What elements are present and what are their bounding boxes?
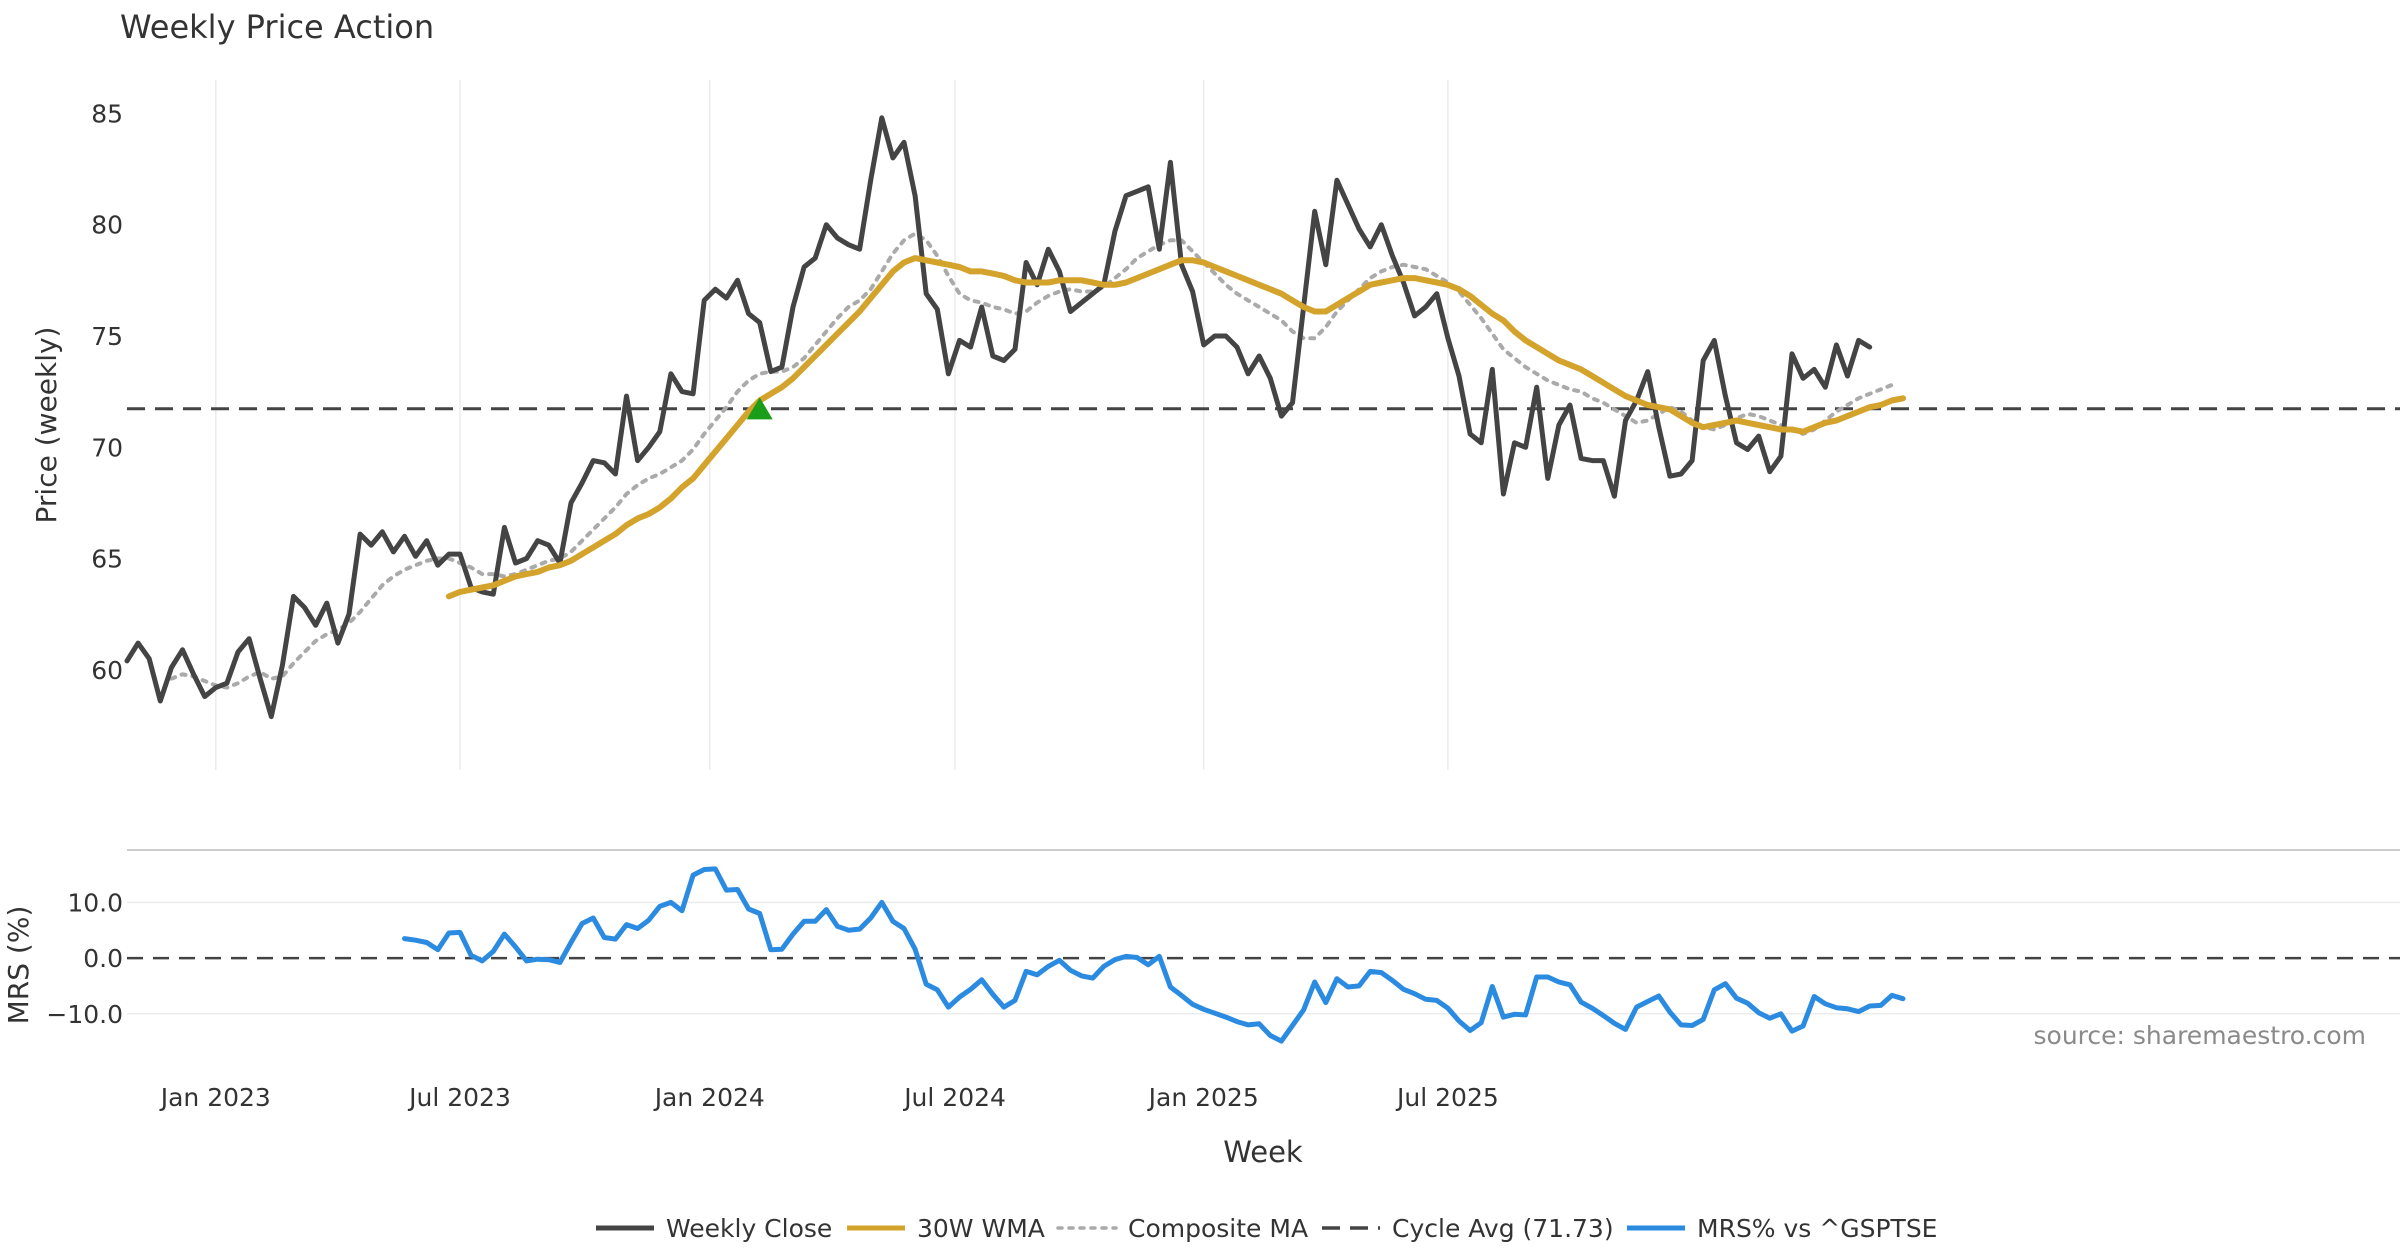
x-tick-4: Jan 2025 xyxy=(1147,1083,1259,1112)
price-series xyxy=(124,115,1906,720)
series-mrs-line xyxy=(402,866,1906,1044)
source-note: source: sharemaestro.com xyxy=(2034,1021,2367,1050)
legend-item-0: Weekly Close xyxy=(596,1214,832,1243)
mrs-y-ticks: 10.0 0.0 −10.0 xyxy=(46,888,123,1028)
legend-label-1: 30W WMA xyxy=(917,1214,1045,1243)
x-tick-1: Jul 2023 xyxy=(407,1083,511,1112)
price-y-tick-85: 85 xyxy=(91,99,123,128)
series-weekly-close-line xyxy=(124,115,1873,720)
price-y-tick-70: 70 xyxy=(91,433,123,462)
legend-label-0: Weekly Close xyxy=(666,1214,832,1243)
price-y-axis-label: Price (weekly) xyxy=(30,327,63,524)
signal-marker xyxy=(746,397,773,420)
mrs-y-tick-2: −10.0 xyxy=(46,1000,123,1029)
price-y-tick-75: 75 xyxy=(91,322,123,351)
mrs-series xyxy=(402,866,1906,1044)
x-axis-ticks: Jan 2023 Jul 2023 Jan 2024 Jul 2024 Jan 2025… xyxy=(159,1083,1499,1112)
legend-label-4: MRS% vs ^GSPTSE xyxy=(1697,1214,1937,1243)
x-tick-0: Jan 2023 xyxy=(159,1083,271,1112)
legend-item-1: 30W WMA xyxy=(847,1214,1045,1243)
mrs-grid xyxy=(127,901,2400,1015)
legend-label-2: Composite MA xyxy=(1128,1214,1308,1243)
mrs-y-tick-0: 10.0 xyxy=(67,888,123,917)
series-composite-ma-line xyxy=(169,231,1894,690)
x-tick-2: Jan 2024 xyxy=(653,1083,765,1112)
legend-item-2: Composite MA xyxy=(1056,1214,1308,1243)
legend-label-3: Cycle Avg (71.73) xyxy=(1392,1214,1614,1243)
legend-item-3: Cycle Avg (71.73) xyxy=(1322,1214,1614,1243)
x-tick-3: Jul 2024 xyxy=(902,1083,1006,1112)
price-y-tick-80: 80 xyxy=(91,211,123,240)
legend-item-4: MRS% vs ^GSPTSE xyxy=(1627,1214,1937,1243)
price-y-tick-65: 65 xyxy=(91,545,123,574)
price-y-ticks: 60 65 70 75 80 85 xyxy=(91,99,123,684)
x-axis-label: Week xyxy=(1223,1135,1303,1169)
price-grid xyxy=(215,80,1449,770)
chart-title: Weekly Price Action xyxy=(120,8,434,46)
price-panel: 60 65 70 75 80 85 Price (weekly) xyxy=(30,80,2400,770)
mrs-panel: 10.0 0.0 −10.0 MRS (%) source: sharemaestr… xyxy=(2,866,2400,1050)
mrs-y-axis-label: MRS (%) xyxy=(2,906,35,1025)
mrs-y-tick-1: 0.0 xyxy=(83,944,123,973)
price-y-tick-60: 60 xyxy=(91,656,123,685)
legend: Weekly Close 30W WMA Composite MA Cycle Avg… xyxy=(596,1214,1937,1243)
series-30w-wma-line xyxy=(445,255,1906,600)
x-tick-5: Jul 2025 xyxy=(1395,1083,1499,1112)
